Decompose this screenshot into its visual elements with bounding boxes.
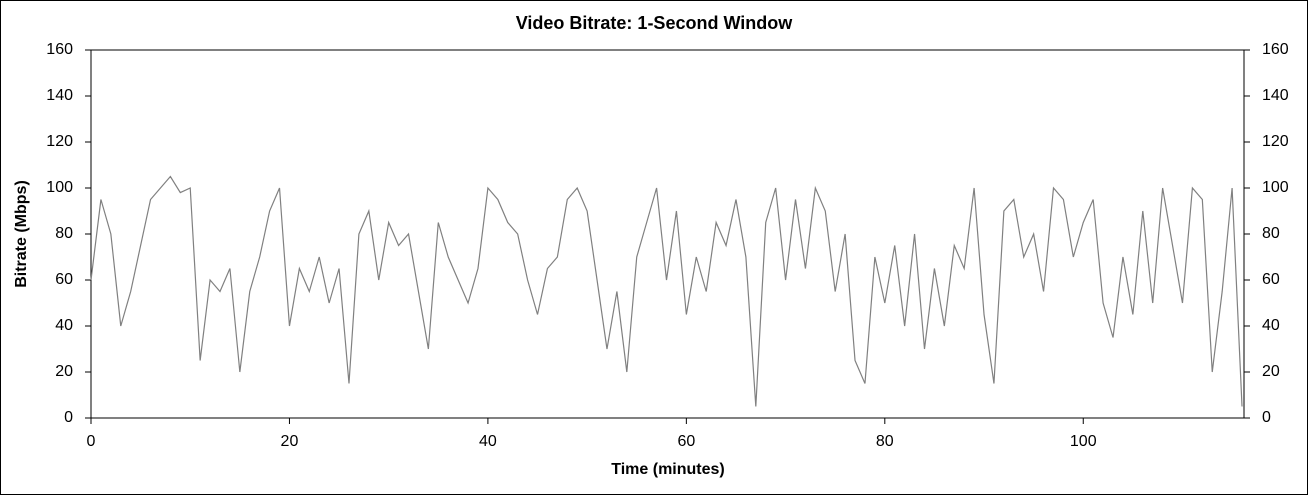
chart-title: Video Bitrate: 1-Second Window [516,13,794,33]
y2-tick-label: 0 [1262,409,1271,426]
y2-tick-label: 140 [1262,87,1289,104]
x-tick-label: 60 [677,433,695,450]
y-tick-label: 160 [46,41,73,58]
x-tick-label: 100 [1070,433,1097,450]
y-axis-label: Bitrate (Mbps) [13,180,30,288]
y-tick-label: 0 [64,409,73,426]
y-tick-label: 20 [55,363,73,380]
x-tick-label: 20 [281,433,299,450]
x-tick-label: 0 [87,433,96,450]
y-tick-label: 120 [46,133,73,150]
y-tick-label: 60 [55,271,73,288]
x-tick-label: 40 [479,433,497,450]
x-tick-label: 80 [876,433,894,450]
y-tick-label: 80 [55,225,73,242]
y-tick-label: 40 [55,317,73,334]
y2-tick-label: 40 [1262,317,1280,334]
series-line [90,175,1243,407]
y2-tick-label: 100 [1262,179,1289,196]
x-axis-label: Time (minutes) [611,461,725,478]
y2-tick-label: 160 [1262,41,1289,58]
y-tick-label: 100 [46,179,73,196]
y-tick-label: 140 [46,87,73,104]
y2-tick-label: 60 [1262,271,1280,288]
y2-tick-label: 120 [1262,133,1289,150]
y2-tick-label: 80 [1262,225,1280,242]
y2-tick-label: 20 [1262,363,1280,380]
